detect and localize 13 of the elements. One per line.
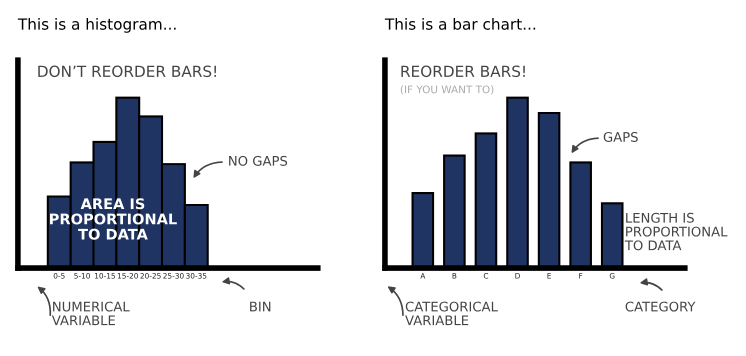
text: CATEGORICAL VARIABLE	[405, 302, 498, 326]
chart-title: This is a bar chart...	[384, 18, 536, 30]
text: BIN	[250, 302, 270, 312]
chart-title: This is a histogram...	[18, 18, 176, 33]
annotation: GAPS	[604, 132, 638, 142]
annotation: AREA IS PROPORTIONAL TO DATA	[50, 198, 177, 240]
text: (IF YOU WANT TO)	[400, 85, 494, 95]
text: REORDER BARS!	[401, 66, 525, 78]
text: NO GAPS	[229, 156, 288, 166]
text: DON’T REORDER BARS!	[38, 66, 216, 78]
annotation: LENGTH IS PROPORTIONAL TO DATA	[624, 212, 728, 250]
text: CATEGORY	[626, 302, 696, 312]
text: NUMERICAL VARIABLE	[52, 302, 130, 326]
